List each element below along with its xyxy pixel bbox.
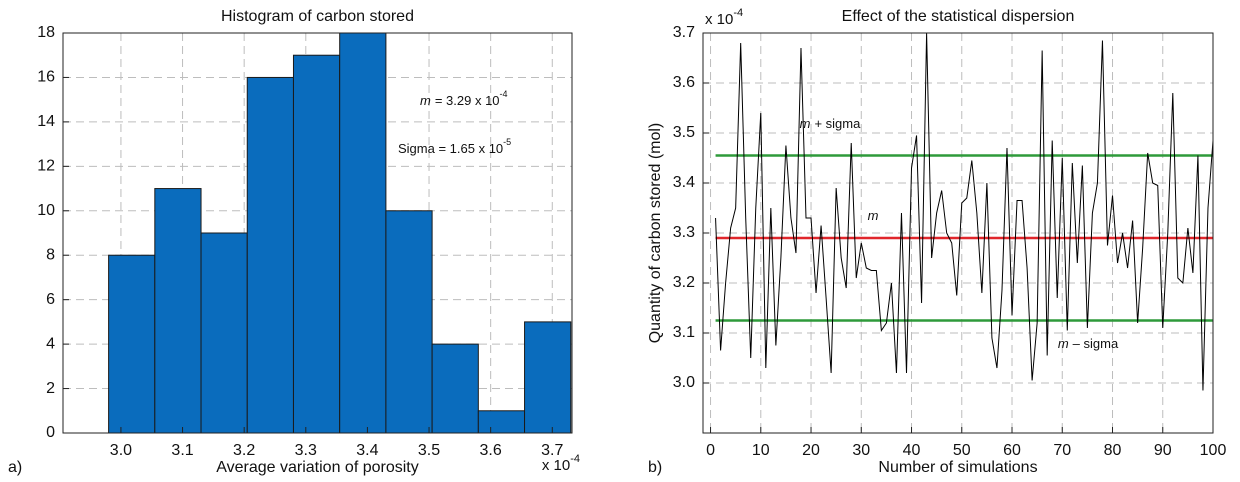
x-axis-label: Number of simulations xyxy=(878,459,1037,476)
y-tick-label: 3.7 xyxy=(673,24,695,41)
reference-label-text: + sigma xyxy=(814,116,861,131)
y-tick-label: 16 xyxy=(37,69,55,86)
bar xyxy=(431,343,479,434)
y-tick-label: 18 xyxy=(37,24,55,41)
reference-label-italic: m xyxy=(868,208,879,223)
x-tick-label: 100 xyxy=(1200,442,1227,459)
y-tick-label: 12 xyxy=(37,158,55,175)
reference-label: m xyxy=(868,208,879,223)
annotation-exponent: -4 xyxy=(500,89,508,99)
chart-title: Effect of the statistical dispersion xyxy=(842,8,1075,25)
y-tick-label: 3.2 xyxy=(673,274,695,291)
panel-label: b) xyxy=(648,459,662,476)
bar xyxy=(385,210,433,434)
plot-frame xyxy=(62,32,573,434)
annotation-text: Sigma = 1.65 x 10 xyxy=(398,141,503,156)
x-tick-label: 3.4 xyxy=(356,442,378,459)
y-tick-label: 8 xyxy=(46,246,55,263)
y-tick-label: 10 xyxy=(37,202,55,219)
annotation: Sigma = 1.65 x 10-5 xyxy=(398,137,511,156)
y-tick-label: 3.6 xyxy=(673,74,695,91)
reference-label-italic: m xyxy=(1058,336,1069,351)
bar xyxy=(524,321,572,434)
x-multiplier-exponent: -4 xyxy=(570,453,580,465)
x-tick-label: 0 xyxy=(706,442,715,459)
y-tick-label: 14 xyxy=(37,113,55,130)
panel-label: a) xyxy=(8,459,22,476)
x-tick-label: 20 xyxy=(802,442,820,459)
y-multiplier: x 10-4 xyxy=(705,7,743,28)
x-tick-label: 90 xyxy=(1154,442,1172,459)
reference-label: m + sigma xyxy=(800,116,861,131)
data-line xyxy=(715,32,1214,391)
annotation: m = 3.29 x 10-4 xyxy=(420,89,508,108)
x-tick-label: 30 xyxy=(852,442,870,459)
bar xyxy=(339,32,387,434)
x-tick-label: 10 xyxy=(752,442,770,459)
bar xyxy=(292,54,341,434)
y-tick-label: 3.5 xyxy=(673,124,695,141)
reference-label-italic: m xyxy=(800,116,811,131)
y-multiplier-exponent: -4 xyxy=(733,7,743,19)
x-tick-label: 3.1 xyxy=(171,442,193,459)
x-multiplier: x 10-4 xyxy=(542,453,580,474)
y-tick-label: 0 xyxy=(46,424,55,441)
x-tick-label: 50 xyxy=(953,442,971,459)
y-tick-label: 3.4 xyxy=(673,174,695,191)
reference-label-text: – sigma xyxy=(1073,336,1119,351)
x-multiplier-text: x 10 xyxy=(542,457,570,474)
bar xyxy=(200,232,248,434)
y-axis-label: Quantity of carbon stored (mol) xyxy=(647,123,664,344)
y-tick-label: 3.3 xyxy=(673,224,695,241)
chart-title: Histogram of carbon stored xyxy=(221,8,414,25)
y-tick-label: 3.0 xyxy=(673,374,695,391)
annotation-italic: m xyxy=(420,93,431,108)
annotation-text: = 3.29 x 10 xyxy=(435,93,500,108)
x-tick-label: 60 xyxy=(1003,442,1021,459)
x-tick-label: 3.6 xyxy=(480,442,502,459)
x-axis-label: Average variation of porosity xyxy=(216,459,418,476)
reference-label: m – sigma xyxy=(1058,336,1119,351)
bar xyxy=(477,410,526,434)
y-tick-label: 4 xyxy=(46,335,55,352)
x-tick-label: 3.2 xyxy=(233,442,255,459)
x-tick-label: 80 xyxy=(1104,442,1122,459)
bar xyxy=(154,188,202,434)
x-tick-label: 70 xyxy=(1053,442,1071,459)
y-tick-label: 6 xyxy=(46,291,55,308)
x-tick-label: 3.0 xyxy=(110,442,132,459)
x-tick-label: 3.7 xyxy=(541,442,563,459)
x-tick-label: 40 xyxy=(903,442,921,459)
x-tick-label: 3.5 xyxy=(418,442,440,459)
y-tick-label: 2 xyxy=(46,380,55,397)
x-tick-label: 3.3 xyxy=(295,442,317,459)
y-multiplier-text: x 10 xyxy=(705,11,733,28)
bar xyxy=(246,76,294,434)
y-tick-label: 3.1 xyxy=(673,324,695,341)
annotation-exponent: -5 xyxy=(503,137,511,147)
bar xyxy=(108,254,156,434)
